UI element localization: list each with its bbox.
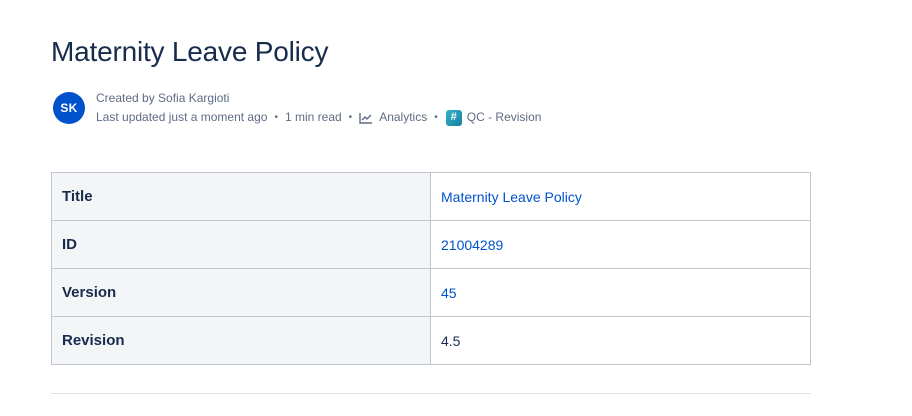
separator-dot: • bbox=[274, 112, 278, 123]
analytics-link[interactable]: Analytics bbox=[379, 110, 428, 124]
created-by[interactable]: Created by Sofia Kargioti bbox=[96, 91, 230, 105]
analytics-icon[interactable] bbox=[359, 112, 373, 124]
table-row: Revision 4.5 bbox=[51, 316, 811, 365]
page-title: Maternity Leave Policy bbox=[51, 36, 329, 67]
byline: SK Created by Sofia Kargioti Last update… bbox=[53, 91, 753, 127]
page-properties-table: Title Maternity Leave Policy ID 21004289… bbox=[51, 172, 811, 365]
read-time: 1 min read bbox=[284, 110, 342, 124]
table-row: Version 45 bbox=[51, 268, 811, 317]
table-key-revision: Revision bbox=[51, 316, 431, 365]
meta-line: Last updated just a moment ago • 1 min r… bbox=[96, 109, 541, 126]
table-key-version: Version bbox=[51, 268, 431, 317]
avatar[interactable]: SK bbox=[53, 92, 85, 124]
separator-dot: • bbox=[348, 112, 353, 123]
table-key-title: Title bbox=[51, 172, 431, 221]
byline-text: Created by Sofia Kargioti Last updated j… bbox=[96, 91, 541, 126]
qc-revision-link[interactable]: QC - Revision bbox=[466, 110, 542, 124]
table-value-id[interactable]: 21004289 bbox=[430, 220, 811, 269]
table-value-version[interactable]: 45 bbox=[430, 268, 811, 317]
table-key-id: ID bbox=[51, 220, 431, 269]
table-row: ID 21004289 bbox=[51, 220, 811, 269]
table-value-revision: 4.5 bbox=[430, 316, 811, 365]
table-value-title[interactable]: Maternity Leave Policy bbox=[430, 172, 811, 221]
table-row: Title Maternity Leave Policy bbox=[51, 172, 811, 221]
divider bbox=[51, 393, 811, 394]
qc-revision-icon[interactable]: # bbox=[445, 109, 462, 126]
separator-dot: • bbox=[434, 112, 438, 123]
last-updated[interactable]: Last updated just a moment ago bbox=[96, 110, 268, 124]
